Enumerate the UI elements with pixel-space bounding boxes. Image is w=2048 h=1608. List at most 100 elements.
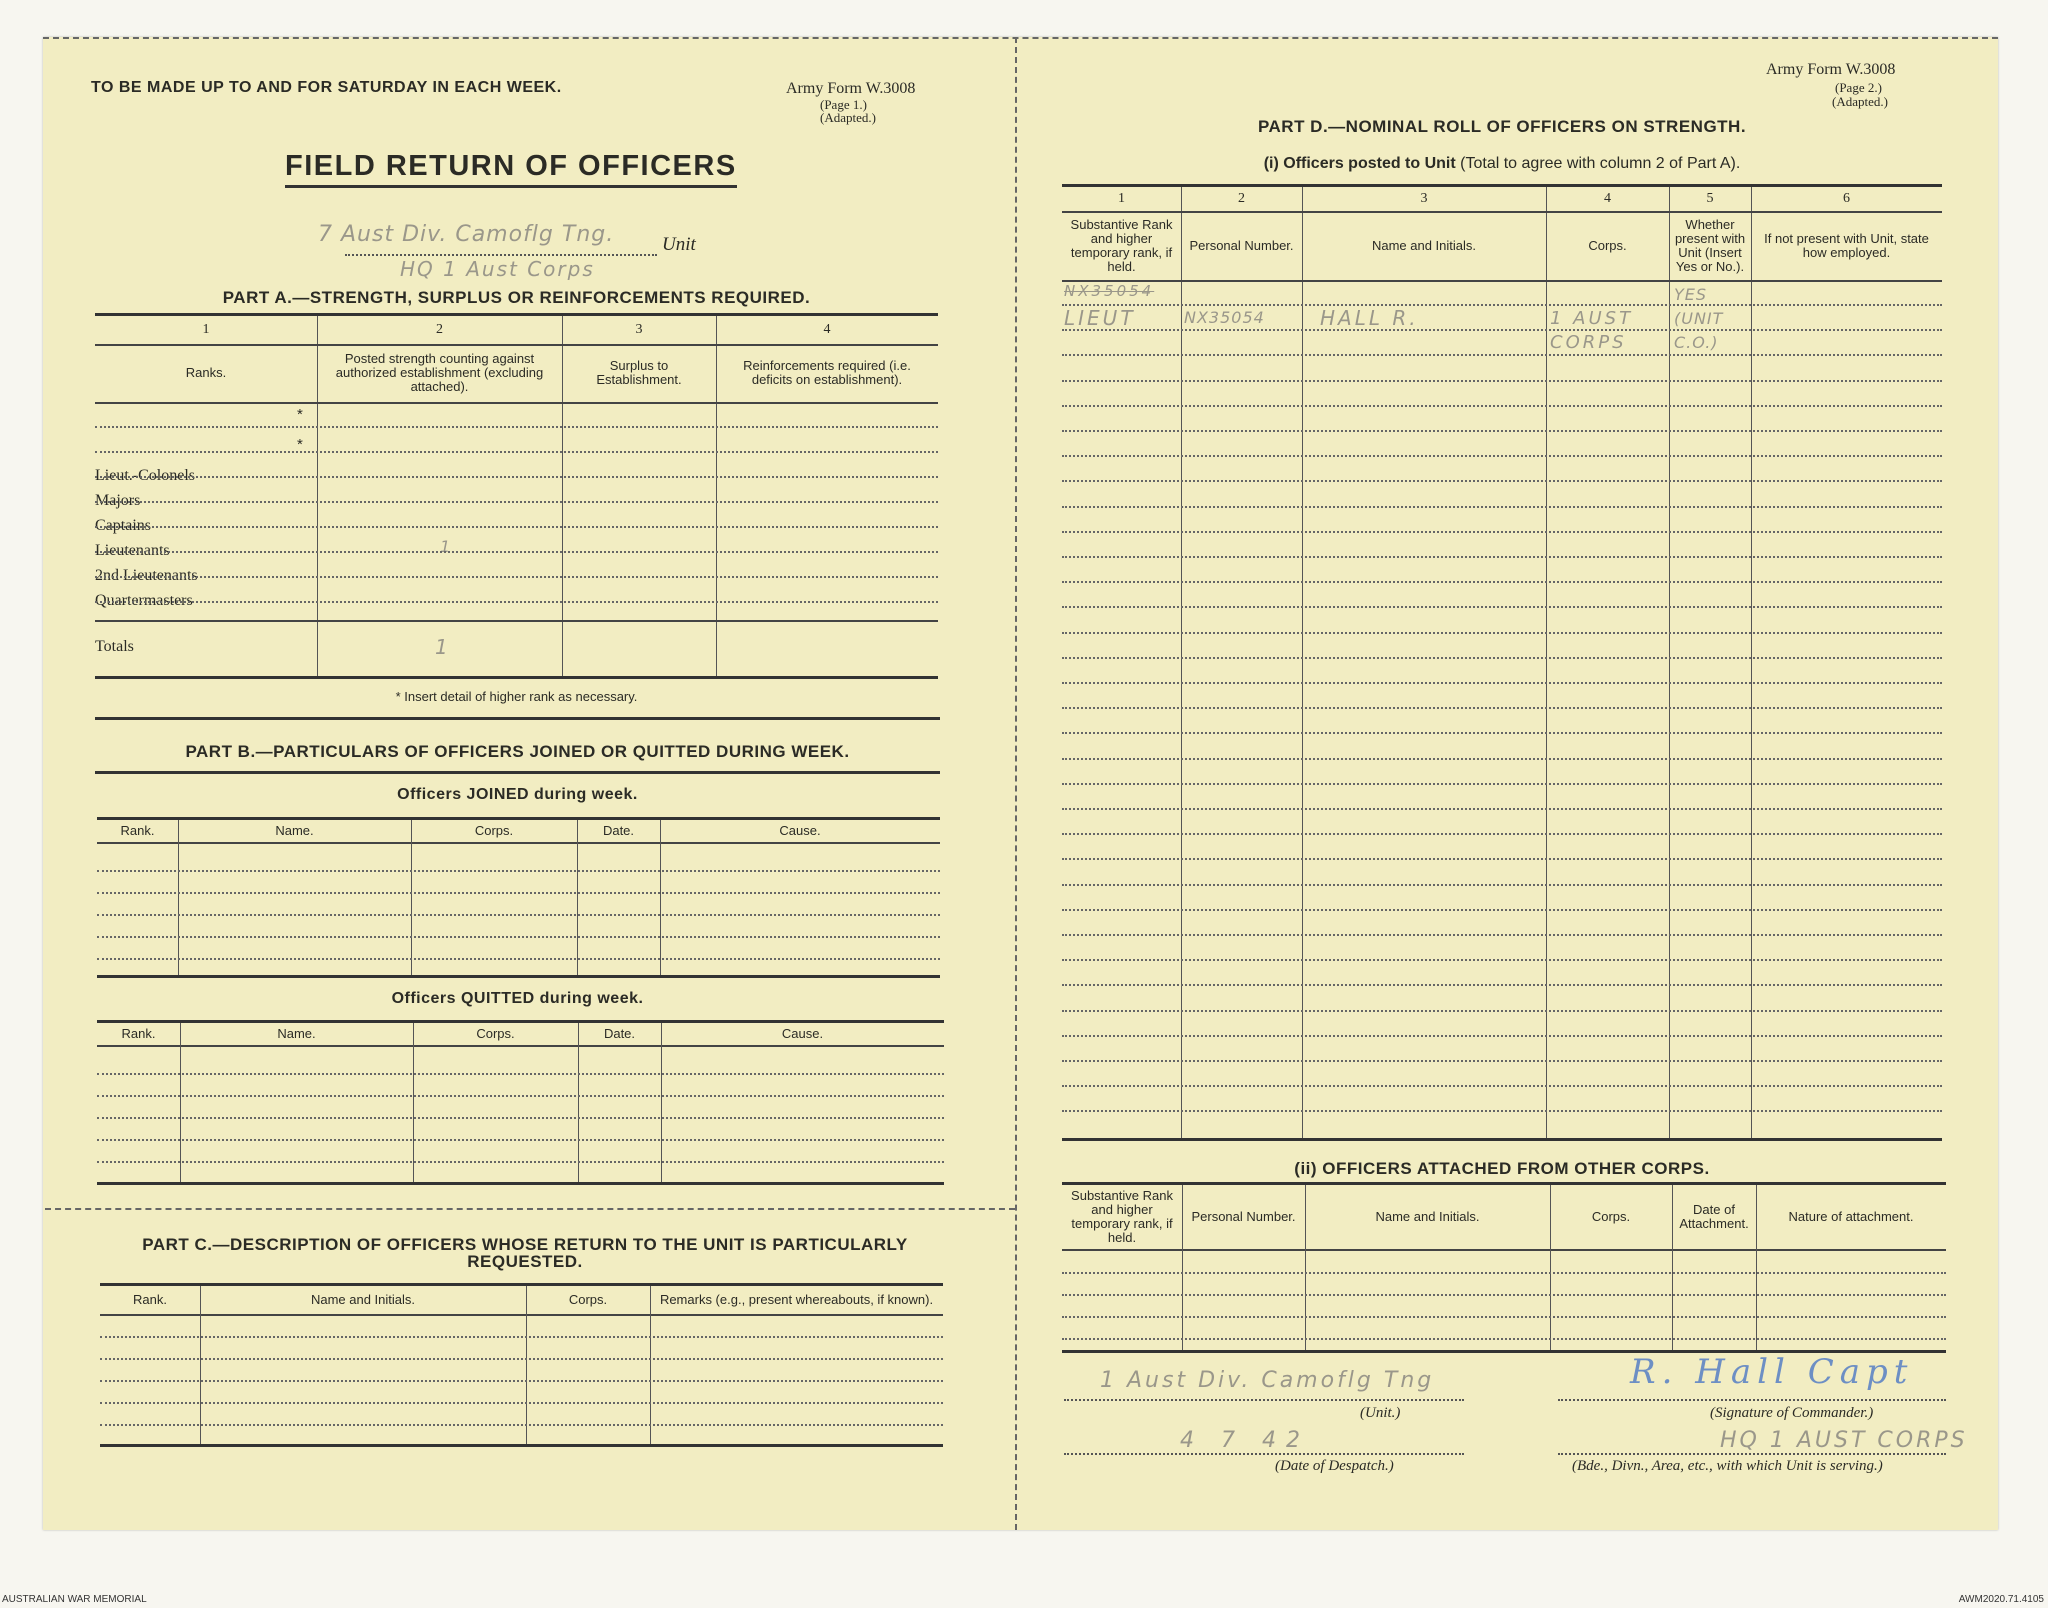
col-number: 4 — [1604, 191, 1611, 206]
column-header: Date of Attachment. — [1679, 1202, 1749, 1231]
col-number: 2 — [1238, 191, 1245, 206]
entry-row-line — [95, 476, 938, 478]
entry-row-line — [1062, 379, 1942, 382]
entry-row-line — [1062, 329, 1942, 332]
scan-credit: AUSTRALIAN WAR MEMORIAL — [2, 1594, 147, 1605]
sub-i-note: (Total to agree with column 2 of Part A)… — [1460, 155, 1741, 172]
entry-row-line — [97, 1161, 944, 1163]
rank-label: Quartermasters — [95, 592, 193, 609]
column-header-rank: Substantive Rank and higher temporary ra… — [1070, 216, 1173, 274]
joined-heading: Officers JOINED during week. — [397, 786, 638, 803]
entry-number: NX35054 — [1184, 308, 1265, 327]
entry-row-line — [97, 936, 940, 938]
rank-label: Captains — [95, 517, 151, 534]
divider — [95, 771, 940, 774]
scan-reference: AWM2020.71.4105 — [1958, 1594, 2044, 1605]
entry-row-line — [1062, 1272, 1946, 1274]
column-header: Name and Initials. — [1375, 1209, 1480, 1224]
entry-row-line — [95, 501, 938, 503]
formation-caption: (Bde., Divn., Area, etc., with which Uni… — [1572, 1458, 1883, 1474]
entry-row-line — [97, 870, 940, 872]
entry-row-line — [1062, 530, 1942, 533]
column-header-employment: If not present with Unit, state how empl… — [1764, 230, 1929, 260]
column-header-number: Personal Number. — [1189, 237, 1294, 253]
column-header-posted: Posted strength counting against authori… — [335, 351, 544, 394]
column-header-ranks: Ranks. — [185, 365, 227, 380]
commander-signature: R. Hall Capt — [1630, 1352, 1914, 1392]
col-number: 1 — [1118, 191, 1125, 206]
entry-row-line — [1062, 1110, 1942, 1113]
nominal-roll-table: 1 2 3 4 5 6 Substantive Rank and higher … — [1062, 184, 1942, 1141]
lieutenants-posted-value: 1 — [440, 537, 454, 556]
entry-row-line — [1062, 1060, 1942, 1062]
entry-row-line — [100, 1424, 943, 1426]
entry-row-line — [1062, 757, 1942, 760]
col-number: 1 — [202, 322, 210, 337]
part-c-heading: PART C.—DESCRIPTION OF OFFICERS WHOSE RE… — [142, 1235, 908, 1271]
divider — [95, 717, 940, 720]
part-a-table: 1 2 3 4 Ranks. Posted strength counting … — [95, 313, 938, 679]
signature-line — [1558, 1399, 1946, 1401]
rank-label: Lieut.-Colonels — [95, 467, 195, 484]
column-header: Name. — [277, 1026, 316, 1041]
entry-row-line — [95, 601, 938, 603]
entry-row-line — [1062, 833, 1942, 836]
col-number: 5 — [1706, 191, 1714, 206]
column-header: Date. — [602, 823, 635, 838]
perforation-top — [43, 37, 1998, 39]
page-number-2: (Page 2.) — [1835, 80, 1882, 95]
column-header: Name. — [275, 823, 314, 838]
joined-table: Rank. Name. Corps. Date. Cause. — [97, 817, 940, 978]
entry-row-line — [97, 1073, 944, 1075]
footnote: * Insert detail of higher rank as necess… — [395, 689, 638, 704]
entry-row-line — [95, 451, 938, 453]
entry-row-line — [1062, 1294, 1946, 1296]
column-header: Cause. — [779, 823, 821, 838]
entry-row-line — [1062, 782, 1942, 785]
entry-row-line — [1062, 656, 1942, 659]
unit-label: Unit — [662, 234, 696, 255]
unit-caption: (Unit.) — [1360, 1405, 1401, 1421]
entry-row-line — [1062, 631, 1942, 634]
entry-row-line — [1062, 858, 1942, 861]
column-header-corps: Corps. — [1588, 237, 1627, 253]
part-c-table: Rank. Name and Initials. Corps. Remarks (e.… — [100, 1283, 943, 1447]
column-header-surplus: Surplus to Establishment. — [596, 358, 682, 387]
totals-label: Totals — [95, 638, 134, 655]
entry-name: HALL R. — [1320, 306, 1419, 330]
rank-label: Majors — [95, 492, 141, 509]
entry-row-line — [1062, 908, 1942, 911]
entry-row-line — [97, 1095, 944, 1097]
entry-corps: 1 AUST CORPS — [1550, 308, 1634, 353]
fold-line — [1015, 37, 1017, 1530]
entry-row-line — [1062, 505, 1942, 508]
entry-row-line — [97, 914, 940, 916]
entry-row-line — [1062, 606, 1942, 609]
column-header: Corps. — [476, 1026, 515, 1041]
entry-present: YES (UNIT C.O.) — [1674, 285, 1724, 352]
entry-row-line — [1062, 808, 1942, 810]
footer-unit-value: 1 Aust Div. Camoflg Tng — [1100, 1368, 1435, 1393]
column-header-reinforcements: Reinforcements required (i.e. deficits o… — [743, 358, 911, 387]
column-header: Remarks (e.g., present whereabouts, if k… — [659, 1292, 934, 1307]
cut-line — [45, 1208, 1015, 1210]
signature-caption: (Signature of Commander.) — [1710, 1405, 1874, 1421]
page-number: (Page 1.) — [820, 97, 867, 112]
column-header: Date. — [603, 1026, 636, 1041]
entry-row-line — [1062, 354, 1942, 357]
entry-rank: LIEUT — [1064, 306, 1136, 330]
date-caption: (Date of Despatch.) — [1275, 1458, 1394, 1474]
unit-handwritten-2: HQ 1 Aust Corps — [400, 257, 595, 281]
column-header: Name and Initials. — [310, 1292, 416, 1307]
quitted-heading: Officers QUITTED during week. — [391, 990, 644, 1007]
totals-posted-value: 1 — [435, 635, 451, 659]
entry-row-line — [100, 1336, 943, 1338]
entry-row-line — [1062, 304, 1942, 306]
entry-row-line — [1062, 883, 1942, 886]
entry-row-line — [1062, 707, 1942, 710]
entry-row-line — [97, 958, 940, 960]
entry-row-line — [1062, 455, 1942, 458]
rank-label: 2nd Lieutenants — [95, 567, 198, 584]
entry-row-line — [1062, 404, 1942, 407]
entry-row-line — [1062, 480, 1942, 483]
